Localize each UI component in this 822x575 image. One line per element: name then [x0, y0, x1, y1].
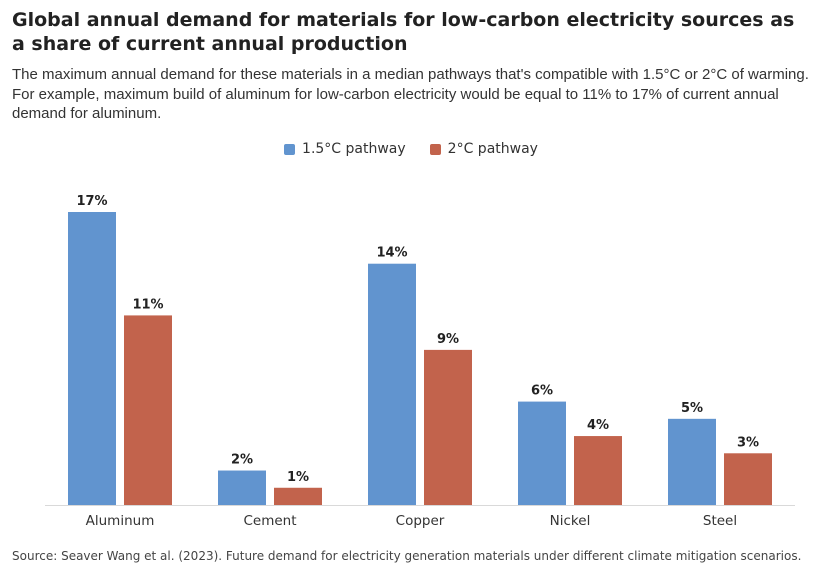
data-label-steel-series-2: 3% [737, 435, 759, 450]
data-label-cement-series-1: 2% [231, 453, 253, 468]
chart-title: Global annual demand for materials for l… [12, 9, 795, 55]
bar-nickel-series-2[interactable] [574, 436, 622, 505]
data-label-aluminum-series-2: 11% [132, 297, 163, 312]
bar-aluminum-series-1[interactable] [68, 212, 116, 505]
source-note: Source: Seaver Wang et al. (2023). Futur… [12, 549, 802, 563]
data-label-nickel-series-2: 4% [587, 418, 609, 433]
data-label-nickel-series-1: 6% [531, 384, 553, 399]
bar-aluminum-series-2[interactable] [124, 315, 172, 505]
legend-item-series-2[interactable]: 2°C pathway [429, 141, 538, 157]
x-tick-label-cement: Cement [243, 513, 296, 529]
data-label-steel-series-1: 5% [681, 401, 703, 416]
legend-swatch-series-1 [284, 143, 296, 155]
legend-item-series-1[interactable]: 1.5°C pathway [284, 141, 406, 157]
data-label-aluminum-series-1: 17% [76, 194, 107, 209]
bar-steel-series-2[interactable] [724, 453, 772, 505]
x-tick-label-aluminum: Aluminum [86, 513, 155, 529]
legend-swatch-series-2 [429, 143, 441, 155]
bar-cement-series-1[interactable] [218, 470, 266, 505]
data-label-copper-series-1: 14% [376, 246, 407, 261]
x-tick-label-copper: Copper [396, 513, 445, 529]
chart-subtitle: The maximum annual demand for these mate… [12, 66, 809, 122]
x-tick-label-nickel: Nickel [550, 513, 591, 529]
bar-nickel-series-1[interactable] [518, 401, 566, 505]
bar-cement-series-2[interactable] [274, 487, 322, 505]
data-label-copper-series-2: 9% [437, 332, 459, 347]
legend-label-series-1: 1.5°C pathway [302, 141, 406, 157]
bar-copper-series-1[interactable] [368, 263, 416, 505]
bar-steel-series-1[interactable] [668, 418, 716, 505]
legend: 1.5°C pathway 2°C pathway [0, 141, 822, 157]
legend-label-series-2: 2°C pathway [447, 141, 538, 157]
x-tick-label-steel: Steel [703, 513, 737, 529]
bar-copper-series-2[interactable] [424, 349, 472, 505]
data-label-cement-series-2: 1% [287, 470, 309, 485]
